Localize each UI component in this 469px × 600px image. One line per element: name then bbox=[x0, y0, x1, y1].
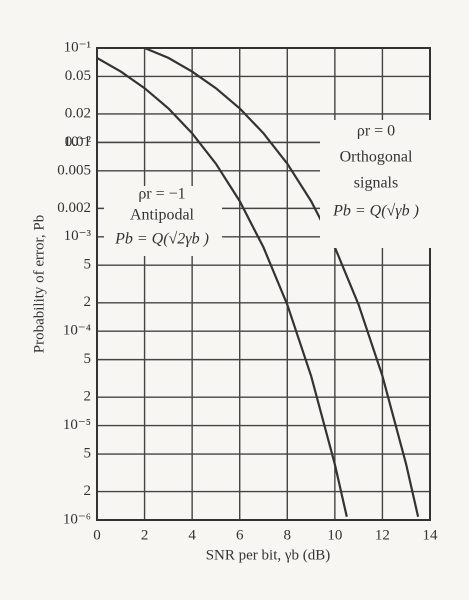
annotation: Pb = Q(√γb ) bbox=[332, 203, 419, 220]
y-tick-label: 5 bbox=[84, 351, 92, 367]
y-tick-label: 0.01 bbox=[65, 134, 91, 150]
plot-frame bbox=[96, 47, 431, 521]
y-tick-label: 2 bbox=[84, 389, 92, 405]
label-box bbox=[320, 120, 432, 248]
y-tick-label: 5 bbox=[84, 257, 92, 273]
x-tick-label: 14 bbox=[423, 527, 439, 543]
y-tick-label: 2 bbox=[84, 294, 92, 310]
x-tick-label: 6 bbox=[236, 527, 244, 543]
y-tick-label: 10⁻² bbox=[64, 134, 92, 150]
annotation: Orthogonal bbox=[340, 149, 413, 166]
annotation: ρr = −1 bbox=[138, 186, 185, 203]
label-box bbox=[104, 186, 222, 256]
y-tick-label: 10⁻⁴ bbox=[63, 323, 91, 339]
y-tick-label: 10⁻³ bbox=[64, 228, 92, 244]
y-tick-label: 0.02 bbox=[65, 105, 91, 121]
y-tick-label: 0.05 bbox=[65, 68, 91, 84]
y-tick-label: 2 bbox=[84, 483, 92, 499]
data-line bbox=[144, 46, 420, 518]
annotation: Pb = Q(√2γb ) bbox=[114, 231, 209, 248]
y-tick-label: 0.005 bbox=[57, 162, 91, 178]
x-tick-label: 8 bbox=[284, 527, 292, 543]
y-tick-label: 0.002 bbox=[57, 200, 91, 216]
y-tick-label: 10⁻⁶ bbox=[63, 511, 91, 527]
y-axis-label: Probability of error, Pb bbox=[31, 215, 47, 354]
annotation: signals bbox=[354, 175, 398, 192]
x-tick-label: 0 bbox=[93, 527, 101, 543]
x-tick-label: 4 bbox=[188, 527, 196, 543]
y-tick-label: 10⁻¹ bbox=[64, 39, 91, 55]
data-line bbox=[96, 56, 348, 518]
x-tick-label: 2 bbox=[141, 527, 149, 543]
y-tick-label: 10⁻⁵ bbox=[63, 417, 91, 433]
x-tick-label: 10 bbox=[327, 527, 342, 543]
annotation: ρr = 0 bbox=[357, 123, 395, 140]
x-tick-label: 12 bbox=[375, 527, 390, 543]
y-tick-label: 5 bbox=[84, 445, 92, 461]
annotation: Antipodal bbox=[130, 207, 195, 224]
x-axis-label: SNR per bit, γb (dB) bbox=[206, 547, 331, 563]
